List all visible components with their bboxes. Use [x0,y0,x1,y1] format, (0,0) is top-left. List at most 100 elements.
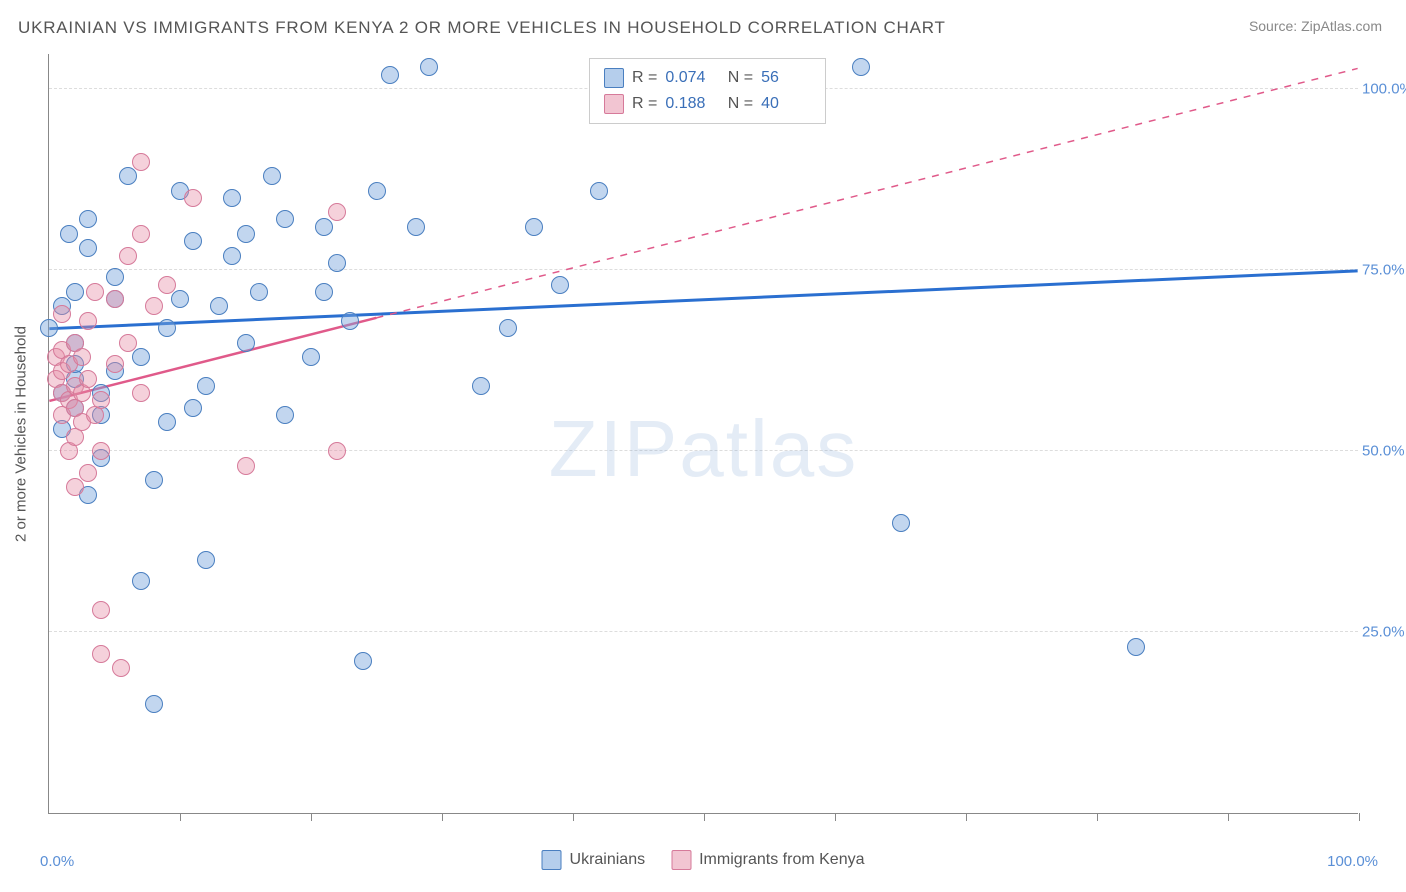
scatter-point [341,312,359,330]
stat-r-label: R = [632,91,657,117]
scatter-point [184,399,202,417]
scatter-point [132,348,150,366]
stat-r-value: 0.074 [665,65,715,91]
scatter-point [302,348,320,366]
scatter-point [66,478,84,496]
watermark: ZIPatlas [549,403,858,495]
scatter-point [132,153,150,171]
correlation-stats-legend: R =0.074 N =56R =0.188 N =40 [589,58,826,124]
stat-n-value: 40 [761,91,811,117]
scatter-point [223,189,241,207]
scatter-point [354,652,372,670]
legend-item: Immigrants from Kenya [671,850,864,870]
x-axis-max-label: 100.0% [1327,853,1378,870]
scatter-point [79,370,97,388]
scatter-point [407,218,425,236]
scatter-point [158,276,176,294]
x-tick [966,813,967,821]
scatter-point [119,247,137,265]
scatter-point [86,283,104,301]
scatter-point [250,283,268,301]
scatter-point [145,695,163,713]
scatter-point [92,442,110,460]
scatter-point [197,551,215,569]
scatter-point [328,254,346,272]
scatter-point [145,297,163,315]
legend-stats-row: R = 0.188 N = 40 [604,91,811,117]
scatter-point [223,247,241,265]
chart-title: UKRAINIAN VS IMMIGRANTS FROM KENYA 2 OR … [18,18,946,38]
legend-stats-row: R =0.074 N =56 [604,65,811,91]
scatter-point [73,348,91,366]
scatter-point [315,218,333,236]
gridline [49,450,1358,451]
x-tick [1359,813,1360,821]
legend-swatch [542,850,562,870]
scatter-point [315,283,333,301]
scatter-point [184,232,202,250]
scatter-point [276,210,294,228]
scatter-point [106,290,124,308]
legend-item: Ukrainians [542,850,646,870]
scatter-point [79,210,97,228]
scatter-point [237,334,255,352]
scatter-point [263,167,281,185]
legend-swatch [671,850,691,870]
scatter-point [158,319,176,337]
scatter-point [79,464,97,482]
scatter-point [119,334,137,352]
scatter-point [852,58,870,76]
scatter-point [368,182,386,200]
scatter-point [53,305,71,323]
x-tick [442,813,443,821]
scatter-point [499,319,517,337]
scatter-point [145,471,163,489]
scatter-point [132,572,150,590]
chart-plot-area: 2 or more Vehicles in Household 25.0%50.… [48,54,1358,814]
scatter-point [184,189,202,207]
legend-label: Immigrants from Kenya [699,851,864,869]
gridline [49,631,1358,632]
scatter-point [525,218,543,236]
scatter-point [158,413,176,431]
scatter-point [92,391,110,409]
scatter-point [171,290,189,308]
scatter-point [92,601,110,619]
x-tick [573,813,574,821]
scatter-point [276,406,294,424]
scatter-point [106,268,124,286]
x-axis-origin-label: 0.0% [40,853,74,870]
stat-r-value: 0.188 [665,91,715,117]
y-axis-label: 2 or more Vehicles in Household [13,326,30,542]
scatter-point [472,377,490,395]
scatter-point [328,203,346,221]
scatter-point [106,355,124,373]
scatter-point [132,384,150,402]
scatter-point [590,182,608,200]
x-tick [180,813,181,821]
y-tick-label: 25.0% [1362,624,1406,641]
y-tick-label: 75.0% [1362,262,1406,279]
y-tick-label: 50.0% [1362,443,1406,460]
x-tick [1097,813,1098,821]
legend-swatch [604,94,624,114]
scatter-point [197,377,215,395]
scatter-point [66,283,84,301]
series-legend: Ukrainians Immigrants from Kenya [542,850,865,870]
scatter-point [381,66,399,84]
stat-n-label: N = [723,91,753,117]
scatter-point [328,442,346,460]
x-tick [311,813,312,821]
x-tick [1228,813,1229,821]
scatter-point [420,58,438,76]
x-tick [835,813,836,821]
legend-swatch [604,68,624,88]
scatter-point [551,276,569,294]
gridline [49,269,1358,270]
stat-r-label: R = [632,65,657,91]
scatter-point [210,297,228,315]
scatter-point [1127,638,1145,656]
scatter-point [92,645,110,663]
stat-n-label: N = [723,65,753,91]
source-attribution: Source: ZipAtlas.com [1249,18,1382,34]
